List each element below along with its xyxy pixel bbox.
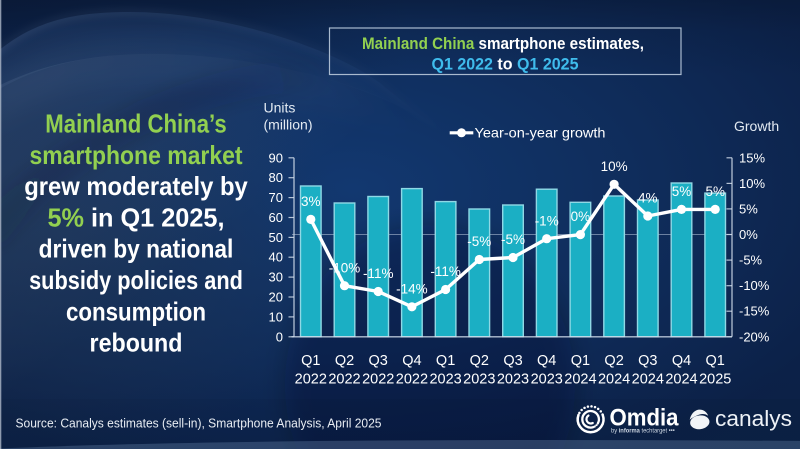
svg-text:2023: 2023	[463, 371, 495, 387]
svg-text:subsidy policies and: subsidy policies and	[29, 265, 243, 295]
svg-text:(million): (million)	[264, 117, 313, 133]
svg-text:grew moderately by: grew moderately by	[24, 171, 248, 201]
svg-text:10%: 10%	[739, 176, 765, 191]
svg-text:30: 30	[269, 270, 283, 285]
svg-text:canalys: canalys	[715, 406, 792, 431]
svg-text:-10%: -10%	[739, 278, 770, 293]
svg-text:Q2: Q2	[335, 353, 354, 369]
svg-text:-5%: -5%	[739, 253, 763, 268]
svg-text:2025: 2025	[699, 371, 731, 387]
svg-text:-15%: -15%	[739, 304, 770, 319]
svg-text:Q4: Q4	[537, 353, 556, 369]
svg-text:5% in Q1 2025,: 5% in Q1 2025,	[48, 202, 225, 232]
svg-text:Year-on-year growth: Year-on-year growth	[475, 124, 606, 140]
svg-text:-11%: -11%	[430, 264, 461, 279]
svg-text:driven by national: driven by national	[39, 234, 234, 264]
svg-text:-1%: -1%	[535, 213, 559, 228]
svg-text:-11%: -11%	[363, 266, 394, 281]
svg-text:-10%: -10%	[329, 260, 361, 275]
svg-text:Mainland China smartphone esti: Mainland China smartphone estimates,	[362, 35, 644, 53]
svg-text:80: 80	[269, 170, 283, 185]
svg-text:70: 70	[269, 190, 283, 205]
svg-text:Omdia: Omdia	[610, 404, 680, 431]
svg-text:Source: Canalys estimates (sel: Source: Canalys estimates (sell-in), Sma…	[16, 416, 382, 431]
svg-text:2023: 2023	[429, 371, 461, 387]
svg-text:2024: 2024	[598, 371, 630, 387]
svg-text:by informa techtarget •••: by informa techtarget •••	[611, 427, 675, 434]
svg-text:2022: 2022	[328, 371, 360, 387]
svg-text:20: 20	[269, 290, 283, 305]
svg-text:0: 0	[276, 329, 283, 344]
svg-text:Q3: Q3	[369, 353, 388, 369]
svg-text:5%: 5%	[672, 184, 692, 199]
svg-text:Growth: Growth	[734, 118, 779, 134]
svg-text:Q2: Q2	[604, 353, 623, 369]
svg-text:10: 10	[269, 309, 283, 324]
svg-text:rebound: rebound	[90, 328, 183, 358]
svg-text:60: 60	[269, 210, 283, 225]
svg-text:2022: 2022	[295, 371, 327, 387]
svg-text:Q4: Q4	[402, 353, 421, 369]
svg-text:Q1: Q1	[571, 353, 590, 369]
svg-text:smartphone market: smartphone market	[30, 140, 243, 170]
svg-text:2024: 2024	[564, 371, 596, 387]
svg-text:90: 90	[269, 150, 283, 165]
svg-text:5%: 5%	[705, 184, 725, 199]
svg-text:Q2: Q2	[470, 353, 489, 369]
svg-text:4%: 4%	[638, 191, 658, 206]
svg-text:50: 50	[269, 230, 283, 245]
svg-text:2022: 2022	[362, 371, 394, 387]
svg-text:Q1 2022 to Q1 2025: Q1 2022 to Q1 2025	[432, 56, 579, 74]
svg-text:-5%: -5%	[501, 232, 525, 247]
svg-text:2022: 2022	[396, 371, 428, 387]
svg-text:Units: Units	[264, 100, 296, 116]
svg-text:Mainland China’s: Mainland China’s	[45, 109, 226, 139]
svg-text:Q1: Q1	[301, 353, 320, 369]
svg-text:2023: 2023	[531, 371, 563, 387]
svg-text:Q3: Q3	[503, 353, 522, 369]
svg-text:0%: 0%	[739, 227, 758, 242]
svg-text:Q1: Q1	[706, 353, 725, 369]
svg-text:-5%: -5%	[467, 234, 491, 249]
svg-text:Q1: Q1	[436, 353, 455, 369]
svg-text:consumption: consumption	[66, 296, 206, 326]
svg-text:Q3: Q3	[638, 353, 657, 369]
svg-text:2024: 2024	[665, 371, 697, 387]
svg-text:2023: 2023	[497, 371, 529, 387]
svg-text:3%: 3%	[301, 194, 321, 209]
svg-text:0%: 0%	[571, 209, 591, 224]
svg-text:40: 40	[269, 250, 283, 265]
svg-text:10%: 10%	[601, 159, 628, 174]
svg-text:-14%: -14%	[396, 281, 428, 296]
svg-text:-20%: -20%	[739, 329, 770, 344]
svg-text:2024: 2024	[632, 371, 664, 387]
svg-text:Q4: Q4	[672, 353, 691, 369]
svg-text:5%: 5%	[739, 201, 758, 216]
svg-text:15%: 15%	[739, 150, 765, 165]
